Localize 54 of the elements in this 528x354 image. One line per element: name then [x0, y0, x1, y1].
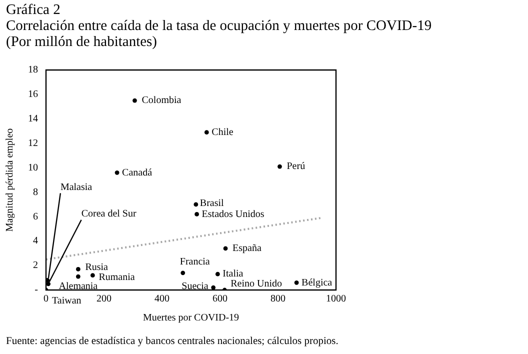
y-tick-label: 18: [28, 64, 38, 76]
y-tick-label: 10: [28, 162, 38, 174]
annotation: Francia: [180, 256, 210, 268]
y-tick-label: 8: [33, 186, 38, 198]
point: [215, 272, 220, 276]
annotation: Taiwan: [52, 296, 82, 307]
annotation: Suecia: [182, 281, 209, 292]
point: [204, 130, 209, 135]
y-tick-label: -: [34, 284, 38, 296]
annotation: Chile: [212, 126, 234, 138]
point: [132, 98, 137, 103]
source-note: Fuente: agencias de estadística y bancos centrales nacionales; cálculos propios.: [6, 336, 338, 347]
x-axis-title: Muertes por COVID-19: [142, 312, 240, 324]
chart-title: Gráfica 2: [6, 2, 62, 18]
x-tick-label: 1000: [326, 294, 346, 305]
point: [211, 285, 216, 290]
point: [294, 280, 299, 285]
point: [46, 282, 51, 286]
annotation: Alemania: [58, 281, 98, 292]
y-tick-label: 2: [33, 260, 38, 272]
annotation: Rusia: [85, 262, 109, 273]
annotation: Colombia: [142, 95, 182, 106]
annotation: Italia: [222, 268, 244, 280]
y-tick-label: 16: [28, 89, 38, 100]
annotation: Corea del Sur: [81, 208, 137, 220]
annotation: Estados Unidos: [202, 208, 264, 220]
point: [114, 170, 120, 175]
point: [90, 273, 95, 278]
y-tick-label: 6: [33, 211, 38, 222]
y-tick-label: 4: [33, 236, 38, 247]
annotation: España: [232, 243, 262, 254]
annotation: Reino Unido: [230, 278, 282, 290]
point: [76, 267, 80, 272]
x-tick-label: 200: [96, 294, 112, 305]
y-tick-label: 12: [28, 138, 38, 149]
point: [180, 270, 186, 276]
point: [194, 202, 198, 207]
annotation: Perú: [286, 161, 306, 172]
annotation: Brasil: [200, 198, 224, 210]
chart-subtitle: Correlación entre caída de la tasa de ocupación y muertes por COVID-19 (Por millón de habitantes): [6, 18, 433, 50]
annotation: Rumania: [98, 272, 136, 283]
y-axis-title: Magnitud pérdida empleo: [4, 128, 16, 232]
annotation: Malasia: [60, 182, 93, 193]
annotation: Bélgica: [302, 277, 333, 288]
point: [278, 164, 282, 169]
point: [76, 274, 80, 279]
x-tick-label: 400: [154, 294, 170, 305]
x-tick-label: 0: [44, 294, 48, 305]
x-tick-label: 600: [212, 294, 228, 305]
x-tick-label: 800: [270, 294, 286, 305]
annotation: Canadá: [122, 167, 153, 178]
point: [194, 212, 199, 216]
y-tick-label: 14: [28, 114, 38, 125]
point: [223, 246, 228, 251]
